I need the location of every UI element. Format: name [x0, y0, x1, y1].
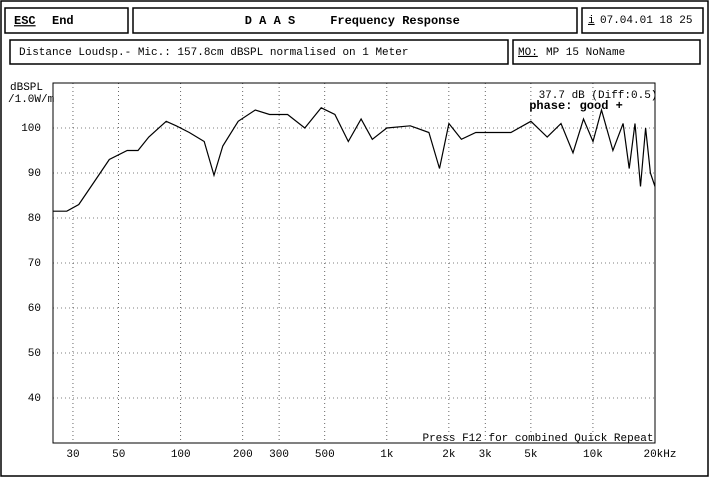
y-tick-label: 50 [28, 348, 41, 360]
date: 07.04.01 18 25 [600, 15, 692, 27]
window-title: Frequency Response [330, 14, 460, 28]
esc-box[interactable] [4, 7, 129, 34]
x-tick-label: 100 [171, 449, 191, 461]
x-tick-label: 5k [524, 449, 538, 461]
annotation: Press F12 for combined Quick Repeat [422, 433, 653, 445]
esc-label[interactable]: End [52, 14, 74, 28]
info-key[interactable]: i [588, 15, 595, 27]
y-tick-label: 60 [28, 303, 41, 315]
y-tick-label: 100 [21, 123, 41, 135]
annotation: phase: good + [529, 99, 623, 113]
x-tick-label: 300 [269, 449, 289, 461]
model-name: MP 15 NoName [546, 47, 625, 59]
app-title: D A A S [245, 14, 295, 28]
y-tick-label: 40 [28, 393, 41, 405]
model-key[interactable]: MO: [518, 47, 538, 59]
x-tick-label: 30 [66, 449, 79, 461]
measurement-info: Distance Loudsp.- Mic.: 157.8cm dBSPL no… [19, 47, 408, 59]
x-tick-label: 1k [380, 449, 394, 461]
x-tick-label: 2k [442, 449, 456, 461]
esc-key[interactable]: ESC [14, 14, 36, 28]
response-curve [53, 107, 656, 212]
y-label-unit: /1.0W/m [8, 94, 55, 106]
y-label: dBSPL [10, 82, 43, 94]
model-box [512, 39, 701, 65]
annotation: 37.7 dB (Diff:0.5) [539, 90, 658, 102]
title-box [132, 7, 578, 34]
date-box [581, 7, 704, 34]
y-tick-label: 70 [28, 258, 41, 270]
y-tick-label: 90 [28, 168, 41, 180]
x-tick-label: 200 [233, 449, 253, 461]
measurement-box [9, 39, 509, 65]
x-tick-label: 500 [315, 449, 335, 461]
y-tick-label: 80 [28, 213, 41, 225]
x-tick-label: 3k [479, 449, 493, 461]
x-tick-label: 50 [112, 449, 125, 461]
x-tick-label: 10k [583, 449, 603, 461]
x-tick-label: 20kHz [643, 449, 676, 461]
